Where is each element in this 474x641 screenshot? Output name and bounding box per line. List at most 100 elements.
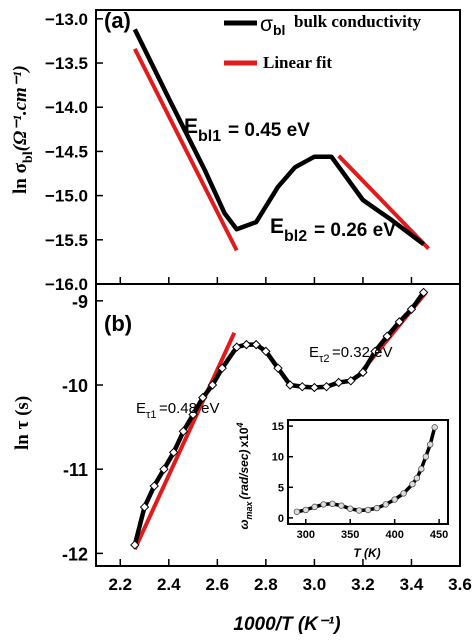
panel-a-fit-line	[337, 154, 430, 250]
annotation-ebl1-sub: bl1	[198, 128, 221, 145]
panel-a-annotation-2: E bl2 = 0.26 eV	[270, 215, 396, 245]
inset-data-point	[422, 453, 429, 460]
panel-b-ytick-label: -11	[63, 460, 88, 480]
inset-data-point	[329, 500, 336, 508]
panel-b-ytick-label: -9	[72, 292, 88, 312]
legend-entry-1-symbol: σ	[260, 13, 273, 36]
legend-entry-1-sub: bl	[273, 22, 285, 38]
panel-b-data-point	[139, 502, 150, 512]
panel-a-ylabel-unit: (Ω⁻¹.cm⁻¹)	[10, 65, 31, 151]
panel-b-data-point	[406, 304, 417, 314]
inset-ylabel-unit: (rad/sec)	[237, 449, 251, 499]
panel-b-data-point	[261, 346, 271, 357]
panel-b-xtick-label: 3.4	[400, 575, 424, 594]
inset-series-line	[296, 426, 437, 514]
panel-b-xtick-label: 3.2	[351, 575, 375, 594]
inset-data-point	[302, 506, 309, 514]
panel-b-data-point	[232, 342, 242, 352]
annotation-et1-sub: τ1	[146, 409, 156, 421]
inset-data-point	[364, 506, 372, 514]
inset-ylabel-sub: max	[244, 501, 254, 520]
inset-xtick-label: 350	[341, 529, 359, 541]
annotation-ebl2-main: E	[270, 215, 284, 238]
inset-data-point	[418, 465, 425, 473]
inset-ytick-label: 10	[272, 452, 284, 464]
panel-a-fits	[133, 47, 430, 252]
annotation-ebl2-sub: bl2	[284, 228, 307, 245]
inset-data-point	[427, 441, 434, 448]
panel-b-data-point	[178, 426, 189, 437]
inset-ylabel: ωmax (rad/sec) x104	[235, 422, 254, 529]
panel-b-data-point	[309, 382, 320, 393]
panel-b-xtick-label: 2.4	[157, 575, 181, 594]
panel-b-data-point	[159, 464, 169, 474]
annotation-ebl1-main: E	[184, 115, 198, 138]
inset-markers	[293, 424, 438, 515]
inset-data-point	[391, 496, 398, 503]
panel-b-annotation-2: E τ2 =0.32 eV	[309, 344, 392, 365]
panel-b-data-point	[273, 363, 283, 373]
inset-ytick-label: 5	[278, 482, 284, 494]
panel-b-data-point	[370, 346, 380, 357]
inset-xtick-label: 450	[430, 529, 448, 541]
panel-a-ytick-label: −14.0	[45, 98, 88, 117]
legend-entry-2-text: Linear fit	[263, 53, 332, 72]
panel-b-data-point	[382, 331, 392, 341]
panel-a-ytick-label: −15.5	[45, 231, 88, 250]
inset-y-ticks: 0 5 10 15	[272, 421, 293, 525]
inset-data-point	[347, 505, 354, 512]
panel-b-data-point	[217, 363, 227, 373]
annotation-et1-main: E	[136, 400, 146, 417]
panel-b-x-ticks: 2.2 2.4 2.6 2.8 3.0 3.2 3.4 3.6	[108, 559, 472, 594]
panel-b-data-point	[285, 380, 295, 390]
panel-a-series-line	[132, 28, 425, 246]
panel-a-ytick-label: −15.0	[45, 187, 88, 206]
inset-xlabel: T (K)	[353, 546, 380, 560]
inset-ylabel-main: ω	[237, 520, 251, 530]
annotation-ebl2-value: = 0.26 eV	[314, 220, 396, 241]
inset-data-point	[320, 501, 327, 508]
panel-b-xtick-label: 3.6	[448, 575, 472, 594]
panel-b-data-point	[149, 481, 159, 491]
inset-x-ticks: 300 350 400 450	[297, 519, 448, 541]
inset-data-point	[311, 503, 318, 511]
panel-b-data-point	[346, 376, 356, 386]
inset-frame	[287, 419, 449, 525]
inset-xtick-label: 300	[297, 529, 315, 541]
panel-a-y-ticks: −16.0 −15.5 −15.0 −14.5 −14.0 −13.5 −13.0	[45, 10, 103, 294]
panel-b-y-ticks: -12 -11 -10 -9	[62, 292, 103, 564]
panel-a-legend: σ bl bulk conductivity Linear fit	[224, 12, 422, 72]
inset-ytick-label: 15	[272, 421, 284, 433]
annotation-et1-value: =0.48 eV	[159, 400, 219, 417]
inset-data-point	[413, 474, 421, 482]
panel-a-frame	[95, 9, 461, 285]
inset-data-point	[431, 424, 438, 431]
inset-xtick-label: 400	[385, 529, 403, 541]
panel-b-annotation-1: E τ1 =0.48 eV	[136, 400, 219, 421]
panel-b-data-point	[130, 540, 140, 550]
panel-b-ylabel: ln τ (s)	[12, 396, 33, 450]
inset-data-point	[355, 507, 363, 514]
panel-b-data-point	[198, 392, 208, 403]
inset-data-point	[373, 504, 381, 512]
panel-b-fit-line	[132, 331, 237, 551]
panel-a-ylabel: ln σbl(Ω⁻¹.cm⁻¹)	[10, 65, 36, 194]
panel-a-ytick-label: −14.5	[45, 142, 88, 161]
x-axis-label: 1000/T (K⁻¹)	[233, 614, 340, 635]
inset-data-point	[409, 481, 416, 488]
annotation-et2-value: =0.32 eV	[332, 344, 392, 361]
annotation-et2-main: E	[309, 344, 319, 361]
panel-b-xtick-label: 3.0	[303, 575, 327, 594]
panel-b-ytick-label: -12	[62, 544, 88, 564]
inset-data-point	[400, 490, 407, 497]
panel-b-data-point	[297, 381, 307, 392]
legend-entry-1-text: bulk conductivity	[294, 12, 422, 31]
panel-a-label: (a)	[104, 8, 131, 33]
panel-b-data-point	[188, 409, 198, 420]
panel-b-data-point	[333, 377, 344, 388]
panel-b-markers	[130, 287, 429, 550]
annotation-ebl1-value: = 0.45 eV	[228, 120, 310, 141]
panel-a-annotation-1: E bl1 = 0.45 eV	[184, 115, 310, 145]
panel-b: -12 -11 -10 -9 2.2 2.4 2.6 2.8 3.0 3.2 3.4 3.6 (b)…	[12, 283, 472, 635]
